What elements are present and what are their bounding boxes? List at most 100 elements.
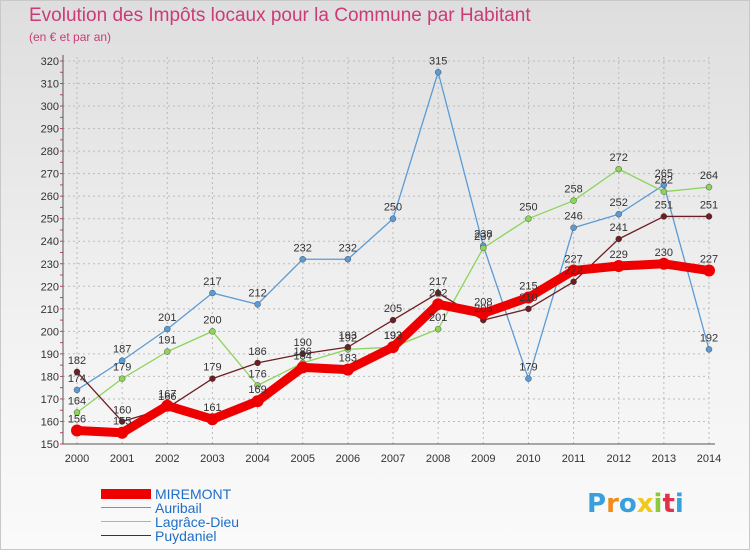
data-label-auribail: 192: [700, 332, 718, 344]
data-point-lagrace-dieu: [434, 325, 442, 333]
data-point-lagrace-dieu: [209, 328, 216, 335]
data-label-miremont: 183: [339, 353, 357, 365]
y-tick-label: 270: [41, 169, 59, 181]
data-point-auribail: [615, 210, 622, 218]
data-point-auribail: [570, 224, 577, 231]
data-label-lagrace-dieu: 258: [564, 184, 582, 196]
data-label-auribail: 212: [248, 287, 266, 299]
data-label-puydaniel: 182: [68, 355, 86, 367]
data-label-auribail: 187: [113, 344, 131, 356]
data-label-puydaniel: 160: [113, 404, 131, 416]
x-tick-label: 2014: [697, 453, 721, 465]
logo-letter: o: [618, 489, 637, 519]
data-label-miremont: 167: [158, 389, 176, 401]
data-point-auribail: [389, 215, 397, 222]
data-point-miremont: [296, 361, 309, 374]
data-point-puydaniel: [660, 213, 668, 220]
axes: 150 160 170 180 190 200 210 220 230 240 250 260 270 2…: [41, 55, 721, 465]
data-label-puydaniel: 241: [610, 222, 628, 234]
data-point-puydaniel: [209, 375, 216, 382]
data-point-puydaniel: [254, 359, 261, 367]
data-label-puydaniel: 217: [429, 276, 447, 288]
data-label-auribail: 232: [294, 242, 312, 254]
data-label-miremont: 184: [294, 350, 312, 362]
data-label-miremont: 215: [519, 281, 537, 293]
data-label-lagrace-dieu: 201: [429, 312, 447, 324]
data-label-miremont: 212: [429, 287, 447, 299]
data-label-lagrace-dieu: 262: [655, 175, 673, 187]
legend: MIREMONT Auribail Lagrâce-Dieu Puydaniel: [101, 487, 341, 543]
data-label-lagrace-dieu: 191: [158, 335, 176, 347]
logo-letter: i: [653, 489, 663, 519]
legend-item-puydaniel: Puydaniel: [101, 529, 341, 543]
data-label-lagrace-dieu: 193: [384, 330, 402, 342]
data-label-auribail: 179: [519, 362, 537, 374]
legend-item-lagrace-dieu: Lagrâce-Dieu: [101, 515, 341, 529]
logo-letter: t: [662, 489, 675, 519]
data-label-auribail: 315: [429, 55, 447, 67]
data-label-puydaniel: 251: [700, 199, 718, 211]
data-point-auribail: [434, 69, 442, 76]
data-point-puydaniel: [615, 235, 622, 243]
data-point-miremont: [71, 424, 83, 437]
data-point-miremont: [116, 426, 129, 439]
y-tick-label: 290: [41, 124, 59, 136]
data-point-miremont: [612, 260, 625, 273]
x-tick-label: 2002: [155, 453, 179, 465]
data-label-auribail: 246: [564, 211, 582, 223]
x-tick-label: 2006: [336, 453, 360, 465]
x-tick-label: 2008: [426, 453, 450, 465]
data-point-auribail: [254, 301, 261, 308]
data-point-auribail: [705, 346, 713, 353]
logo-letter: P: [587, 489, 607, 519]
y-tick-label: 280: [41, 146, 59, 158]
data-label-auribail: 217: [203, 276, 221, 288]
data-label-lagrace-dieu: 192: [339, 332, 357, 344]
chart-title: Evolution des Impôts locaux pour la Comm…: [29, 5, 531, 26]
data-point-miremont: [522, 291, 535, 304]
chart-subtitle: (en € et par an): [29, 30, 112, 44]
data-label-puydaniel: 186: [248, 346, 266, 358]
data-label-auribail: 250: [384, 202, 402, 214]
data-label-puydaniel: 251: [655, 199, 673, 211]
data-point-puydaniel: [299, 350, 306, 358]
y-tick-label: 250: [41, 214, 59, 226]
data-point-auribail: [73, 386, 81, 394]
logo-letter: r: [606, 489, 619, 519]
data-point-miremont: [657, 257, 670, 270]
x-tick-label: 2000: [65, 453, 89, 465]
data-label-lagrace-dieu: 186: [294, 346, 312, 358]
legend-swatch-lagrace-dieu: [101, 521, 151, 522]
x-tick-label: 2013: [652, 453, 676, 465]
x-tick-label: 2001: [110, 453, 134, 465]
data-label-miremont: 169: [248, 384, 266, 396]
data-point-puydaniel: [525, 305, 532, 313]
data-point-auribail: [299, 256, 306, 263]
data-label-auribail: 174: [68, 373, 86, 385]
y-tick-label: 240: [41, 236, 59, 248]
legend-label-lagrace-dieu: Lagrâce-Dieu: [155, 514, 240, 530]
y-tick-label: 170: [41, 394, 59, 406]
series-lines: [71, 69, 715, 439]
legend-swatch-miremont: [101, 489, 151, 499]
data-label-puydaniel: 210: [519, 292, 537, 304]
data-point-puydaniel: [705, 213, 713, 220]
data-label-auribail: 232: [339, 242, 357, 254]
x-tick-label: 2009: [471, 453, 495, 465]
y-tick-label: 310: [41, 79, 59, 91]
data-point-miremont: [567, 264, 580, 277]
legend-label-auribail: Auribail: [155, 500, 202, 516]
data-point-miremont: [161, 399, 174, 412]
data-label-auribail: 265: [655, 168, 673, 180]
data-label-puydaniel: 193: [339, 330, 357, 342]
data-labels: 156 155 167 161 169 184 183 193 212 208 215 227 229 2…: [68, 55, 718, 427]
data-label-lagrace-dieu: 176: [248, 368, 266, 380]
x-tick-label: 2011: [562, 453, 586, 465]
y-tick-label: 150: [41, 439, 59, 451]
data-label-miremont: 229: [610, 249, 628, 261]
proxiti-logo: Proxiti: [587, 489, 684, 519]
data-point-miremont: [341, 363, 354, 376]
data-point-miremont: [477, 307, 490, 320]
